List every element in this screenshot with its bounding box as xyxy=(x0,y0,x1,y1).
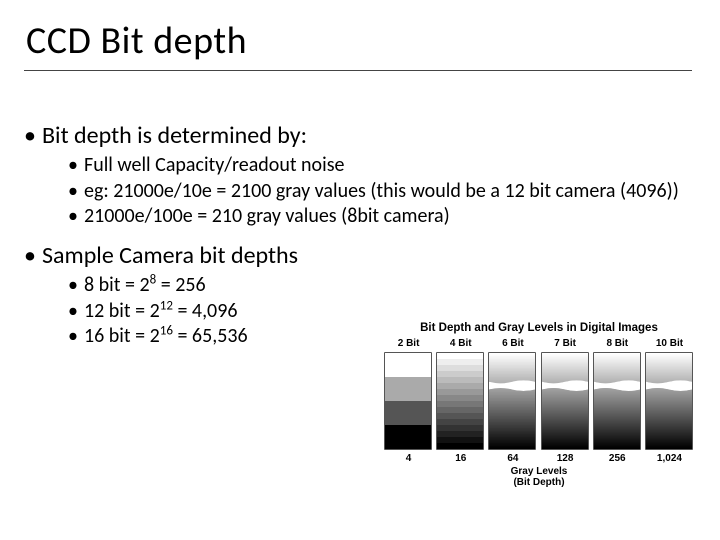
bullet-2-text: Sample Camera bit depths xyxy=(42,241,298,270)
figure-column-bottom-label: 64 xyxy=(488,453,537,464)
gray-ramp xyxy=(384,352,432,450)
figure-column: 6 Bit xyxy=(488,338,537,450)
figure-axis-label: Gray Levels (Bit Depth) xyxy=(378,466,700,488)
figure-column-bottom-label: 1,024 xyxy=(645,453,694,464)
bullet-2-sub-2: 12 bit = 212 = 4,096 xyxy=(68,299,692,324)
title-rule xyxy=(24,70,692,71)
bullet-1-sublist: Full well Capacity/readout noise eg: 210… xyxy=(68,153,692,229)
figure-column-top-label: 2 Bit xyxy=(384,338,433,349)
figure-column-top-label: 7 Bit xyxy=(541,338,590,349)
gray-ramp xyxy=(488,352,536,450)
bullet-1: Bit depth is determined by: Full well Ca… xyxy=(24,121,692,229)
figure-column-top-label: 4 Bit xyxy=(436,338,485,349)
bullet-1-sub-1: Full well Capacity/readout noise xyxy=(68,153,692,178)
bullet-1-sub-3: 21000e/100e = 210 gray values (8bit came… xyxy=(68,204,692,229)
slide-title: CCD Bit depth xyxy=(26,18,692,64)
bullet-list: Bit depth is determined by: Full well Ca… xyxy=(24,121,692,349)
figure-column-top-label: 10 Bit xyxy=(645,338,694,349)
gray-ramp xyxy=(436,352,484,450)
figure-bottom-labels: 41664 1282561,024 xyxy=(384,453,694,464)
figure-column: 7 Bit xyxy=(541,338,590,450)
figure-column: 8 Bit xyxy=(593,338,642,450)
figure-column-top-label: 6 Bit xyxy=(488,338,537,349)
slide: CCD Bit depth Bit depth is determined by… xyxy=(0,0,720,540)
gray-ramp xyxy=(541,352,589,450)
bullet-1-text: Bit depth is determined by: xyxy=(42,121,307,150)
figure-columns: 2 Bit4 Bit6 Bit 7 Bit8 Bit10 Bit xyxy=(384,338,694,450)
figure-column-top-label: 8 Bit xyxy=(593,338,642,349)
figure-column: 10 Bit xyxy=(645,338,694,450)
figure-column-bottom-label: 4 xyxy=(384,453,433,464)
gray-ramp xyxy=(645,352,693,450)
gray-ramp xyxy=(593,352,641,450)
bullet-2-sub-1: 8 bit = 28 = 256 xyxy=(68,273,692,298)
figure-column-bottom-label: 128 xyxy=(541,453,590,464)
figure-column-bottom-label: 16 xyxy=(436,453,485,464)
content-area: Bit depth is determined by: Full well Ca… xyxy=(24,121,692,349)
figure-column-bottom-label: 256 xyxy=(593,453,642,464)
bit-depth-figure: Bit Depth and Gray Levels in Digital Ima… xyxy=(378,322,700,488)
bullet-1-sub-2: eg: 21000e/10e = 2100 gray values (this … xyxy=(68,179,692,204)
figure-title: Bit Depth and Gray Levels in Digital Ima… xyxy=(378,322,700,334)
figure-column: 4 Bit xyxy=(436,338,485,450)
figure-column: 2 Bit xyxy=(384,338,433,450)
